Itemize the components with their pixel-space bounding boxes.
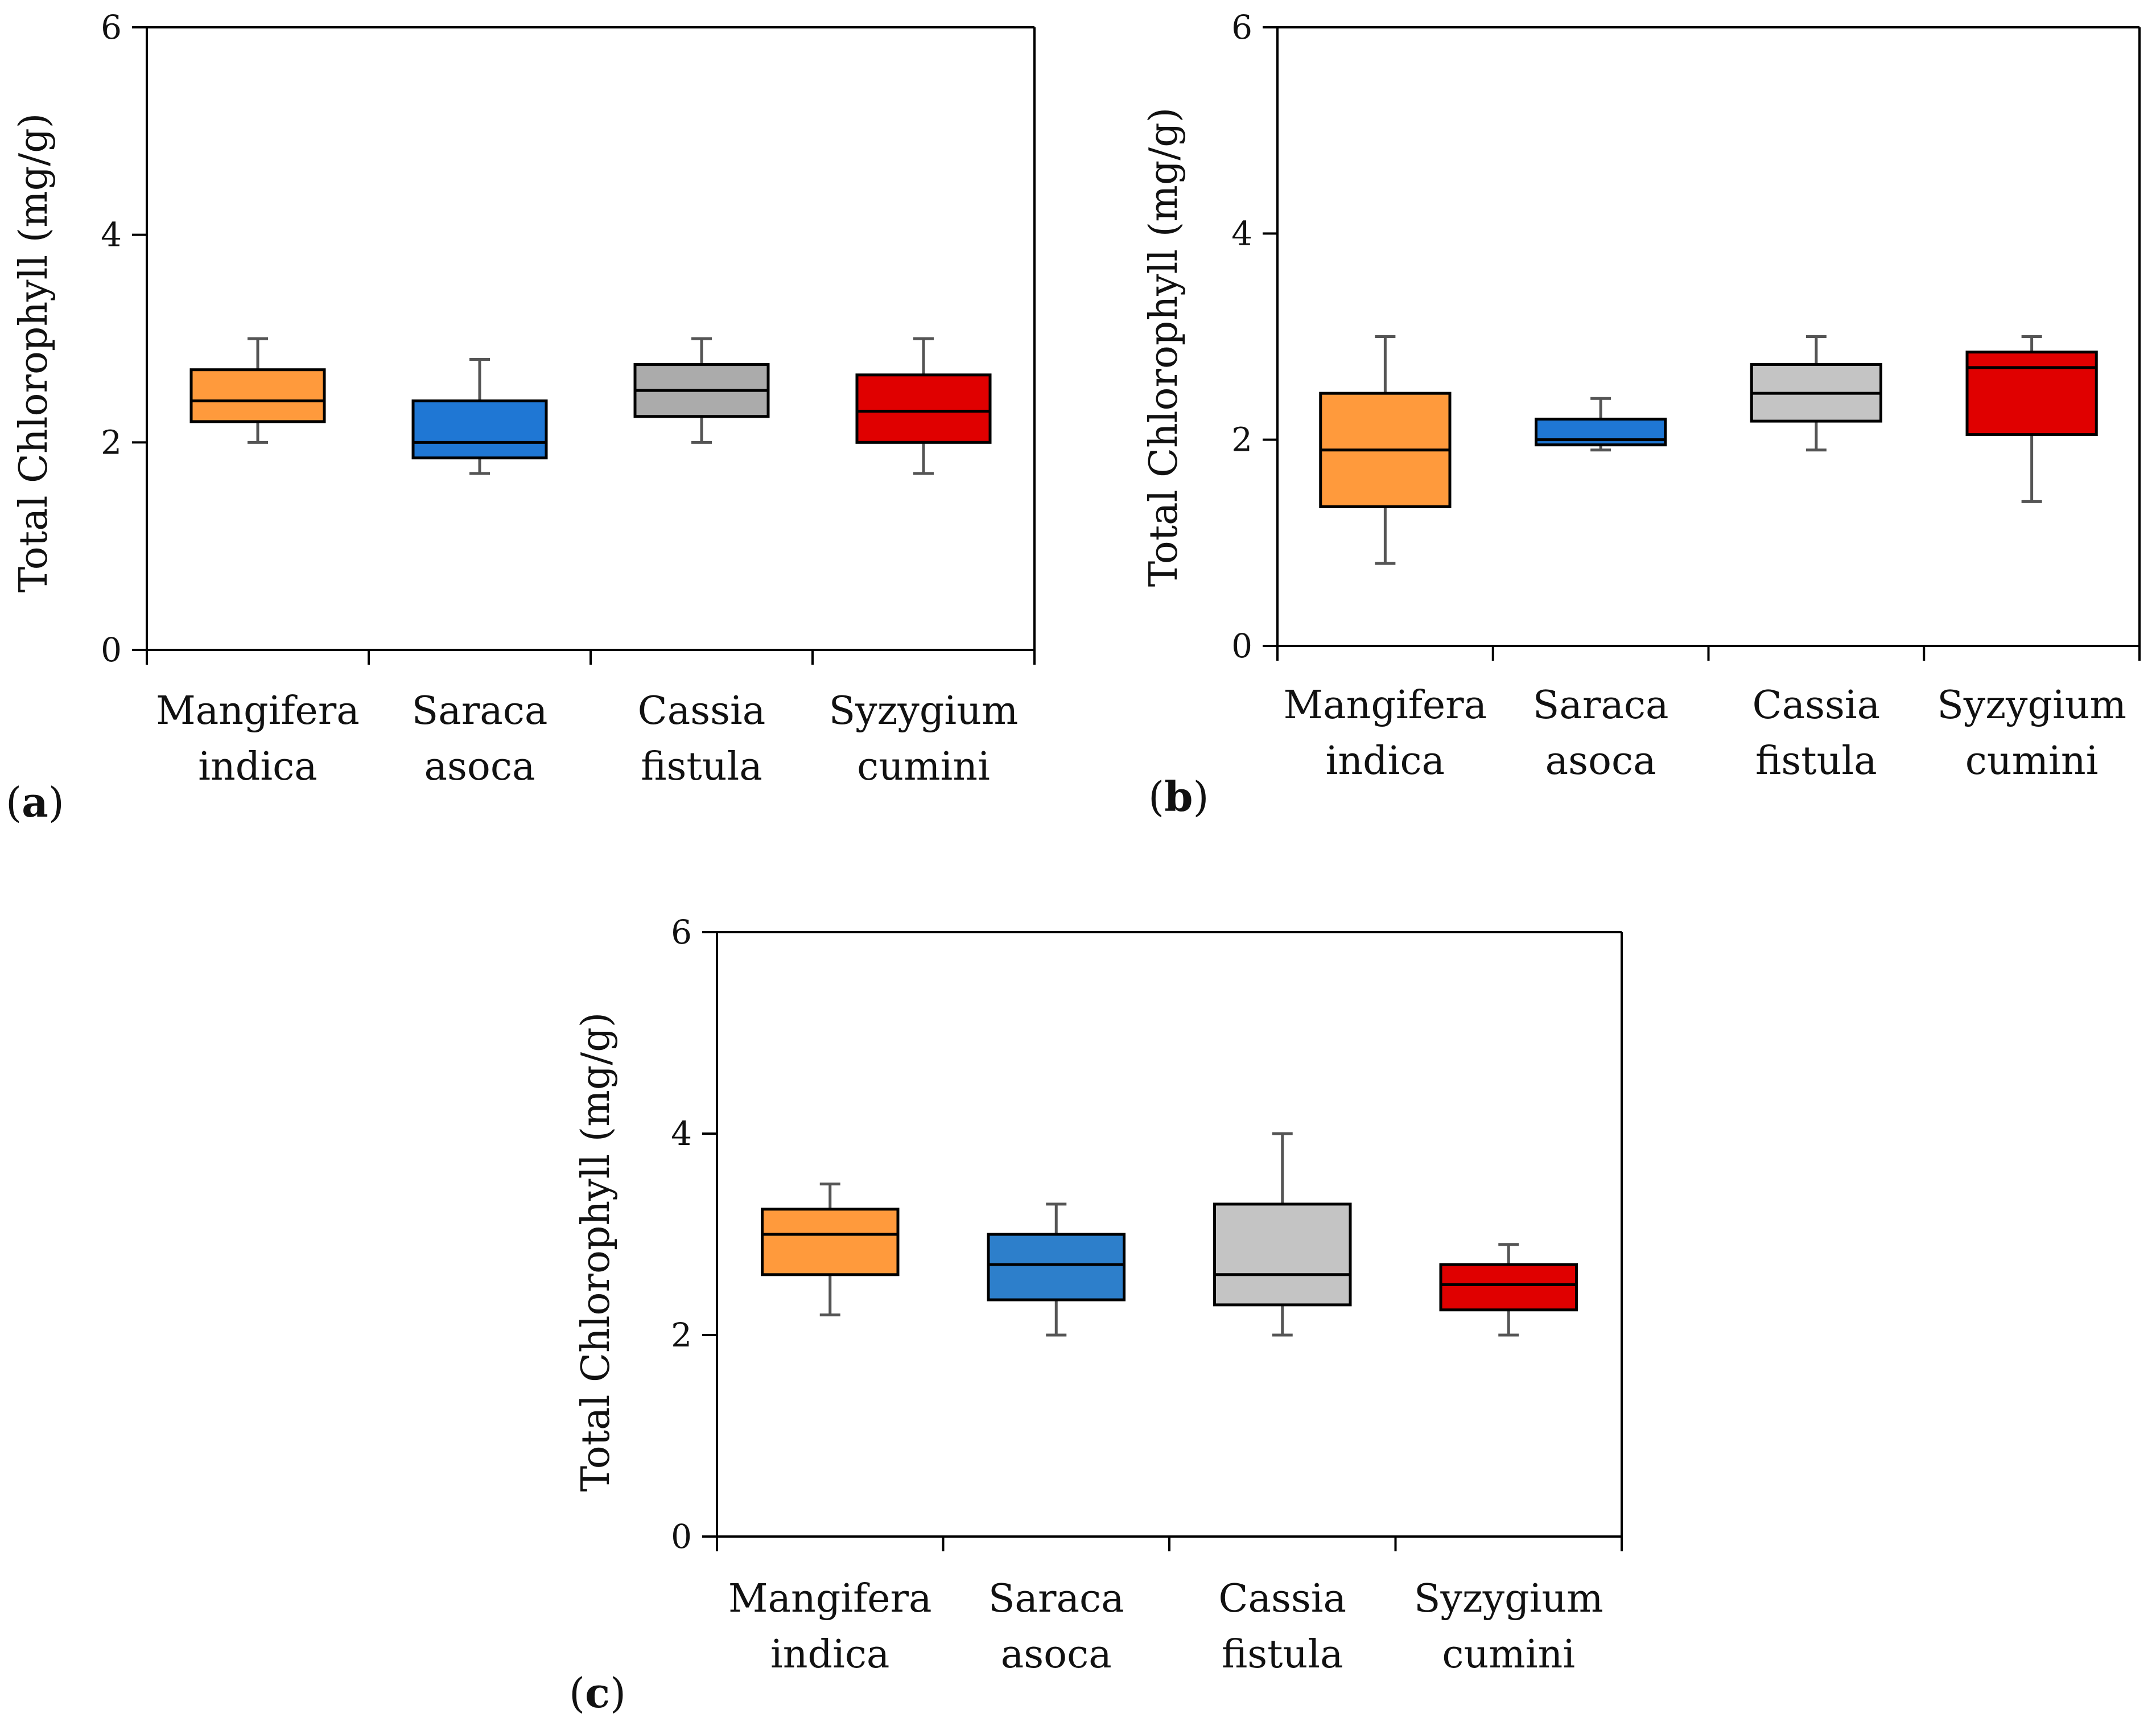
- box-iqr: [1965, 351, 2098, 436]
- y-tick-label: 0: [101, 631, 122, 669]
- y-tick-label: 2: [671, 1316, 692, 1354]
- panel-c-box-cassia: [1213, 1132, 1352, 1337]
- panel-b-box-syzygium: [1965, 335, 2098, 503]
- category-label-line1: Syzygium: [1937, 683, 2126, 728]
- category-label-line1: Cassia: [638, 689, 766, 734]
- category-label-line2: asoca: [1001, 1632, 1112, 1677]
- box-iqr: [411, 399, 548, 460]
- panel-a-tag: (a): [6, 778, 64, 826]
- panel-a-box-cassia: [633, 337, 770, 444]
- category-label-line2: fistula: [641, 744, 762, 789]
- category-label-line2: fistula: [1755, 739, 1877, 784]
- panel-c-box-syzygium: [1439, 1243, 1578, 1337]
- category-label-line1: Saraca: [412, 689, 548, 734]
- panel-c-ylabel: Total Chlorophyll (mg/g): [574, 1012, 619, 1492]
- box-iqr: [987, 1233, 1126, 1301]
- panel-a-tag-letter: a: [22, 778, 48, 826]
- category-label-line1: Mangifera: [1284, 683, 1487, 728]
- category-label-line2: asoca: [1545, 739, 1656, 784]
- category-label-line1: Mangifera: [156, 689, 360, 734]
- panel-c-box-mangifera: [761, 1183, 900, 1317]
- y-tick-label: 6: [671, 913, 692, 952]
- panel-a-box-syzygium: [855, 337, 992, 475]
- panel-c-plot: 0 2 4 6 Mangifera indica Saraca asoca Cassia fist…: [671, 913, 1623, 1677]
- panel-b: Total Chlorophyll (mg/g) 0 2 4 6 Mangifera in…: [1141, 8, 2141, 821]
- y-tick-label: 6: [1231, 8, 1252, 47]
- category-label-line2: cumini: [857, 744, 990, 789]
- panel-b-plot: 0 2 4 6 Mangifera indica Saraca asoca Cassia fist…: [1231, 8, 2141, 784]
- category-label-line2: indica: [1326, 739, 1445, 784]
- panel-b-tag-letter: b: [1164, 772, 1193, 821]
- panel-b-ylabel: Total Chlorophyll (mg/g): [1141, 108, 1186, 587]
- category-label-line1: Mangifera: [728, 1576, 932, 1621]
- panel-c-tag: (c): [569, 1669, 626, 1717]
- category-label-line1: Saraca: [1533, 683, 1669, 728]
- y-tick-label: 2: [101, 423, 122, 462]
- y-tick-label: 2: [1231, 421, 1252, 459]
- category-label-line1: Cassia: [1218, 1576, 1346, 1621]
- category-label-line1: Syzygium: [1414, 1576, 1603, 1621]
- category-label-line1: Syzygium: [829, 689, 1019, 734]
- y-tick-label: 0: [671, 1517, 692, 1556]
- panel-c-tag-letter: c: [585, 1669, 610, 1717]
- y-tick-label: 4: [101, 216, 122, 254]
- y-tick-label: 4: [671, 1114, 692, 1153]
- panel-b-box-cassia: [1750, 335, 1882, 452]
- category-label-line2: cumini: [1965, 739, 2099, 784]
- y-tick-label: 4: [1231, 214, 1252, 253]
- category-label-line1: Saraca: [988, 1576, 1124, 1621]
- category-label-line1: Cassia: [1753, 683, 1881, 728]
- panel-c: Total Chlorophyll (mg/g) 0 2 4 6 Mangifera in…: [569, 913, 1623, 1717]
- panel-b-box-saraca: [1535, 397, 1667, 452]
- panel-c-box-saraca: [987, 1202, 1126, 1337]
- box-iqr: [761, 1208, 900, 1276]
- panel-b-tag: (b): [1148, 772, 1209, 821]
- panel-b-box-mangifera: [1319, 335, 1452, 565]
- panel-a-plot: 0 2 4 6 Mangifera indica Saraca asoca Cassia fist…: [101, 8, 1036, 789]
- box-iqr: [1213, 1202, 1352, 1307]
- category-label-line2: cumini: [1442, 1632, 1575, 1677]
- panel-a-ylabel: Total Chlorophyll (mg/g): [11, 113, 56, 593]
- y-tick-label: 0: [1231, 627, 1252, 665]
- box-iqr: [855, 373, 992, 444]
- category-label-line2: fistula: [1222, 1632, 1343, 1677]
- panel-a: Total Chlorophyll (mg/g) 0 2 4 6 Mangifera in…: [6, 8, 1036, 826]
- panel-a-box-mangifera: [189, 337, 326, 444]
- box-iqr: [1439, 1263, 1578, 1312]
- panel-a-box-saraca: [411, 357, 548, 475]
- category-label-line2: indica: [770, 1632, 889, 1677]
- category-label-line2: indica: [198, 744, 317, 789]
- y-tick-label: 6: [101, 8, 122, 47]
- box-iqr: [189, 368, 326, 423]
- category-label-line2: asoca: [424, 744, 535, 789]
